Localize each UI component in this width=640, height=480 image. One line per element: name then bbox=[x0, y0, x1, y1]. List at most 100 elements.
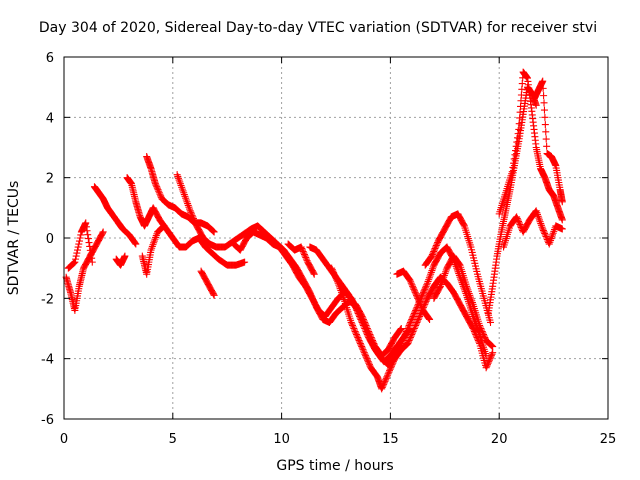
data-point bbox=[422, 282, 430, 290]
data-point bbox=[412, 320, 420, 328]
data-point bbox=[412, 305, 420, 313]
data-point bbox=[82, 219, 90, 227]
data-point bbox=[542, 128, 550, 136]
data-point bbox=[391, 353, 399, 361]
data-point bbox=[70, 259, 78, 267]
data-point bbox=[489, 343, 497, 351]
data-point bbox=[332, 275, 340, 283]
data-point bbox=[541, 229, 549, 237]
data-point bbox=[539, 226, 547, 234]
data-point bbox=[403, 326, 411, 334]
data-point bbox=[406, 318, 414, 326]
data-point bbox=[348, 320, 356, 328]
data-point bbox=[509, 163, 517, 171]
data-point bbox=[485, 358, 493, 366]
data-point bbox=[154, 186, 162, 194]
data-point bbox=[413, 293, 421, 301]
data-point bbox=[416, 312, 424, 320]
data-point bbox=[132, 240, 140, 248]
data-point bbox=[334, 278, 342, 286]
series-track-18 bbox=[495, 68, 566, 224]
data-point bbox=[542, 232, 550, 240]
data-point bbox=[416, 299, 424, 307]
x-axis-label: GPS time / hours bbox=[276, 458, 393, 474]
data-point bbox=[541, 113, 549, 121]
data-point bbox=[404, 323, 412, 331]
data-point bbox=[365, 359, 373, 367]
data-point bbox=[414, 294, 422, 302]
data-point bbox=[489, 349, 497, 357]
data-point bbox=[360, 323, 368, 331]
data-point bbox=[422, 297, 430, 305]
data-point bbox=[539, 84, 547, 92]
data-point bbox=[366, 361, 374, 369]
data-point bbox=[488, 350, 496, 358]
data-point bbox=[405, 337, 413, 345]
data-point bbox=[397, 340, 405, 348]
data-point bbox=[358, 344, 366, 352]
data-point bbox=[486, 318, 494, 326]
series-track-5 bbox=[123, 174, 249, 269]
data-point bbox=[361, 325, 369, 332]
data-point bbox=[428, 251, 436, 259]
data-point bbox=[75, 237, 83, 245]
data-point bbox=[357, 317, 365, 325]
x-tick-label: 10 bbox=[273, 432, 290, 447]
data-point bbox=[410, 309, 418, 317]
data-point bbox=[156, 190, 164, 198]
data-point bbox=[72, 252, 80, 260]
data-point bbox=[329, 267, 337, 275]
data-point bbox=[413, 318, 421, 326]
data-point bbox=[540, 99, 548, 107]
data-point bbox=[510, 159, 518, 167]
data-point bbox=[364, 358, 372, 366]
data-point bbox=[460, 221, 468, 229]
data-point bbox=[332, 273, 340, 281]
data-point bbox=[514, 130, 522, 138]
data-point bbox=[483, 362, 491, 370]
data-point bbox=[356, 338, 364, 346]
data-point bbox=[386, 365, 394, 373]
series-track-4 bbox=[112, 252, 129, 269]
data-point bbox=[393, 350, 401, 358]
data-point bbox=[416, 300, 424, 308]
data-point bbox=[477, 325, 485, 332]
data-point bbox=[455, 260, 463, 268]
data-point bbox=[352, 305, 360, 313]
data-point bbox=[540, 228, 548, 236]
data-point bbox=[539, 225, 547, 233]
data-point bbox=[393, 349, 401, 357]
x-tick-label: 0 bbox=[60, 432, 68, 447]
data-point bbox=[541, 121, 549, 129]
data-point bbox=[382, 376, 390, 384]
data-point bbox=[363, 329, 371, 337]
data-point bbox=[349, 321, 357, 329]
data-point bbox=[189, 214, 197, 222]
data-point bbox=[356, 340, 364, 348]
data-point bbox=[356, 312, 364, 320]
axes: 0 5 10 15 20 25 -6 -4 -2 0 2 4 6 bbox=[41, 51, 616, 447]
data-point bbox=[404, 325, 412, 332]
data-point bbox=[87, 250, 95, 258]
data-point bbox=[406, 334, 414, 342]
data-point bbox=[392, 352, 400, 360]
data-point bbox=[387, 364, 395, 372]
data-point bbox=[350, 325, 358, 332]
data-point bbox=[70, 259, 78, 267]
data-point bbox=[354, 309, 362, 317]
data-point bbox=[83, 227, 91, 235]
data-point bbox=[433, 240, 441, 248]
data-point bbox=[421, 284, 429, 292]
data-point bbox=[121, 252, 129, 260]
data-point bbox=[404, 340, 412, 348]
data-point bbox=[558, 216, 566, 224]
data-point bbox=[543, 142, 551, 150]
data-point bbox=[426, 315, 434, 323]
data-point bbox=[360, 349, 368, 357]
data-point bbox=[401, 332, 409, 340]
data-point bbox=[402, 329, 410, 337]
data-point bbox=[382, 374, 390, 382]
data-point bbox=[302, 254, 310, 262]
data-point bbox=[543, 234, 551, 242]
y-tick-label: 6 bbox=[46, 51, 54, 66]
